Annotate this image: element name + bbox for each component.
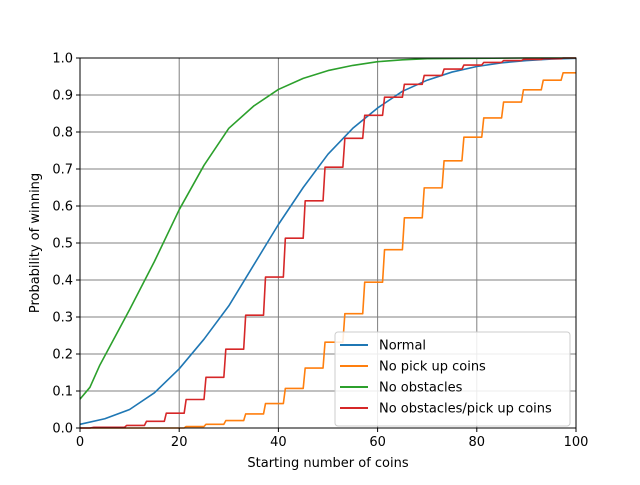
y-tick-label: 0.8 [52, 126, 73, 141]
y-tick-label: 0.2 [52, 348, 73, 363]
x-tick-label: 80 [469, 435, 486, 450]
legend: Normal No pick up coins No obstacles No obs… [334, 331, 571, 427]
y-tick-label: 0.7 [52, 163, 73, 178]
x-tick-label: 60 [369, 435, 386, 450]
legend-box [334, 331, 571, 427]
series-line-3 [80, 57, 576, 429]
legend-label: No obstacles [379, 381, 463, 396]
y-tick-label: 0.6 [52, 200, 73, 215]
legend-label: Normal [379, 339, 426, 354]
y-tick-label: 0.0 [52, 422, 73, 437]
x-tick-label: 100 [564, 435, 589, 450]
y-tick-label: 0.4 [52, 274, 73, 289]
x-tick-label: 40 [270, 435, 287, 450]
legend-label: No pick up coins [379, 360, 486, 375]
legend-label: No obstacles/pick up coins [379, 402, 552, 417]
series-line-1 [80, 72, 576, 429]
y-tick-label: 0.9 [52, 89, 73, 104]
y-tick-label: 0.5 [52, 237, 73, 252]
x-tick-label: 20 [171, 435, 188, 450]
series-line-0 [79, 57, 577, 426]
y-axis-label: Probability of winning [28, 173, 43, 313]
x-axis-label: Starting number of coins [247, 456, 408, 471]
series-line-2 [79, 57, 576, 400]
x-tick-label: 0 [76, 435, 84, 450]
y-tick-label: 1.0 [52, 52, 73, 67]
y-tick-label: 0.1 [52, 385, 73, 400]
y-tick-label: 0.3 [52, 311, 73, 326]
